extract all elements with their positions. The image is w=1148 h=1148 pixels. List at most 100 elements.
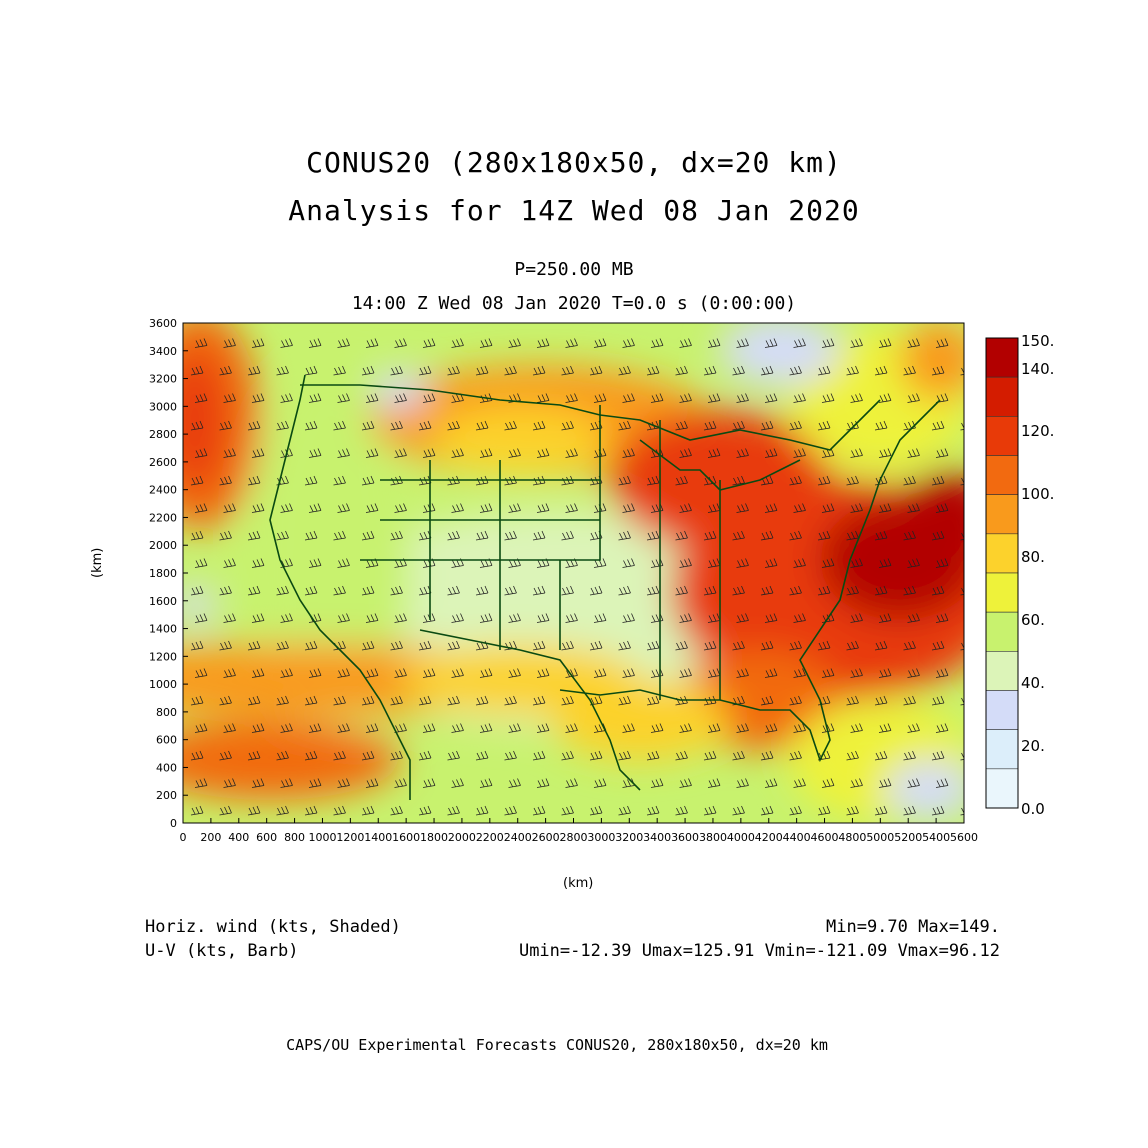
wind-barb (190, 530, 204, 541)
wind-barb (707, 503, 721, 513)
wind-barb (561, 695, 574, 706)
wind-barb (390, 805, 403, 816)
y-tick-label: 1200 (149, 650, 177, 663)
wind-barb (479, 338, 493, 348)
colorbar-label: 80. (1021, 548, 1045, 566)
wind-barb (821, 503, 835, 513)
wind-barb (846, 365, 859, 376)
wind-barb (304, 530, 318, 541)
wind-barb (965, 614, 977, 623)
wind-barb (646, 805, 660, 816)
wind-barb (536, 613, 550, 623)
wind-barb (793, 503, 806, 513)
wind-barb (361, 475, 375, 486)
x-tick-label: 3400 (643, 831, 671, 844)
wind-barb (764, 613, 778, 623)
wind-barb (732, 750, 745, 761)
wind-barb (479, 558, 493, 568)
wind-barb (194, 448, 208, 458)
wind-barb (536, 393, 550, 403)
wind-barb (223, 448, 236, 458)
wind-barb (532, 640, 546, 651)
wind-barb (394, 503, 407, 513)
wind-barb (219, 585, 232, 596)
wind-barb (764, 778, 778, 788)
wind-barb (736, 558, 749, 568)
wind-barb (361, 695, 375, 706)
wind-barb (304, 365, 318, 376)
wind-barb (646, 585, 660, 596)
wind-barb (903, 420, 916, 431)
wind-barb (337, 558, 350, 568)
wind-barb (532, 585, 546, 596)
wind-barb (451, 723, 464, 733)
wind-barb (337, 723, 350, 733)
wind-barb (361, 585, 375, 596)
x-axis-label: (km) (563, 876, 594, 891)
x-tick-label: 1200 (336, 831, 364, 844)
wind-barb (508, 613, 521, 623)
wind-barb (422, 448, 436, 458)
wind-barb (536, 338, 550, 348)
wind-barb (251, 448, 265, 458)
wind-barb (817, 420, 831, 431)
wind-barb (333, 365, 346, 376)
wind-barb (764, 503, 778, 513)
wind-barb (850, 668, 863, 678)
wind-barb (194, 338, 208, 348)
wind-barb (618, 475, 631, 486)
wind-barb (276, 475, 289, 486)
wind-barb (736, 448, 749, 458)
wind-barb (280, 503, 293, 513)
wind-barb (646, 365, 660, 376)
colorbar-label: 40. (1021, 674, 1045, 692)
wind-barb (447, 365, 460, 376)
wind-barb (965, 449, 977, 458)
wind-barb (190, 750, 204, 761)
wind-barb (675, 530, 688, 541)
x-tick-label: 2000 (448, 831, 476, 844)
legend-uv-stats: Umin=-12.39 Umax=125.91 Vmin=-121.09 Vma… (518, 941, 1000, 961)
y-axis: 0 200 400 600 800 1000 1200 1400 1600 1800 2000 220… (149, 317, 188, 830)
wind-shading (183, 323, 977, 823)
wind-barb (878, 558, 892, 568)
wind-barb (390, 640, 403, 651)
wind-barb (247, 805, 261, 816)
wind-barb (593, 613, 607, 623)
wind-barb (935, 723, 949, 733)
wind-barb (622, 503, 635, 513)
wind-barb (703, 420, 717, 431)
wind-barb (508, 723, 521, 733)
wind-barb (874, 640, 888, 651)
wind-barb (593, 393, 607, 403)
wind-barb (422, 503, 436, 513)
wind-barb (679, 503, 692, 513)
wind-barb (736, 393, 749, 403)
wind-barb (650, 448, 664, 458)
wind-barb (846, 420, 859, 431)
colorbar-swatch (985, 572, 1019, 613)
wind-barb (789, 365, 802, 376)
wind-barb (846, 475, 859, 486)
y-tick-label: 400 (156, 761, 177, 774)
x-tick-label: 5000 (866, 831, 894, 844)
wind-barb (821, 558, 835, 568)
wind-barb (565, 778, 578, 788)
wind-barb (479, 613, 493, 623)
wind-barb (850, 393, 863, 403)
wind-barb (793, 393, 806, 403)
wind-barb (536, 448, 550, 458)
x-tick-label: 5400 (922, 831, 950, 844)
x-tick-label: 2400 (504, 831, 532, 844)
wind-barb (965, 559, 977, 568)
wind-barb (732, 475, 745, 486)
x-tick-label: 4200 (755, 831, 783, 844)
wind-barb (479, 668, 493, 678)
wind-barb (337, 613, 350, 623)
wind-barb (276, 640, 289, 651)
wind-barb (504, 750, 517, 761)
wind-barb (508, 338, 521, 348)
wind-barb (935, 613, 949, 623)
wind-barb (337, 503, 350, 513)
wind-barb (935, 503, 949, 513)
